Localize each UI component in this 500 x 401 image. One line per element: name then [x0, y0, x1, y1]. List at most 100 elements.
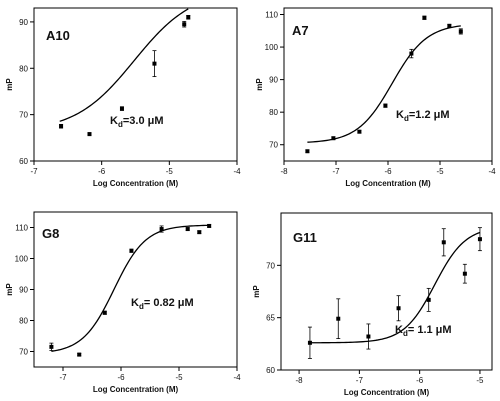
data-point [305, 149, 310, 154]
data-point [336, 316, 341, 321]
kd-value: =3.0 μM [123, 115, 164, 127]
x-tick-label: -4 [233, 373, 241, 382]
x-axis-title: Log Concentration (M) [93, 385, 179, 394]
kd-value: = 1.1 μM [408, 324, 452, 336]
y-tick-label: 60 [19, 157, 28, 166]
kd-value: = 0.82 μM [144, 297, 194, 309]
kd-annotation: Kd= 1.1 μM [395, 324, 452, 338]
x-tick-label: -6 [416, 376, 424, 385]
data-point [197, 230, 202, 235]
kd-subscript: d [139, 302, 144, 311]
x-tick-label: -8 [280, 167, 288, 176]
data-point [185, 227, 190, 232]
data-point [77, 352, 82, 357]
y-tick-label: 70 [19, 111, 28, 120]
y-tick-label: 90 [269, 76, 278, 85]
y-axis-title: mP [252, 285, 261, 298]
x-tick-label: -6 [98, 167, 106, 176]
fit-curve [307, 25, 461, 143]
plot-frame [33, 7, 238, 162]
x-tick-label: -5 [476, 376, 484, 385]
kd-annotation: Kd=3.0 μM [110, 115, 164, 129]
y-tick-label: 80 [269, 108, 278, 117]
fit-curve [51, 224, 210, 352]
data-point [462, 271, 467, 276]
data-point [307, 340, 312, 345]
y-tick-label: 70 [19, 348, 28, 357]
data-point [102, 310, 107, 315]
kd-symbol: K [396, 109, 404, 121]
y-tick-label: 60 [266, 366, 275, 375]
y-axis-title: mP [5, 283, 14, 296]
x-tick-label: -7 [59, 373, 67, 382]
y-tick-label: 70 [266, 261, 275, 270]
plot-frame [280, 212, 493, 371]
x-tick-label: -7 [30, 167, 38, 176]
data-point [477, 237, 482, 242]
data-point [129, 248, 134, 253]
data-point [447, 23, 452, 28]
y-tick-label: 100 [15, 255, 29, 264]
data-point [331, 136, 336, 141]
data-point [182, 22, 187, 27]
kd-annotation: Kd= 0.82 μM [131, 297, 194, 311]
data-point [49, 344, 54, 349]
y-tick-label: 100 [265, 43, 279, 52]
data-point [409, 51, 414, 56]
x-tick-label: -8 [296, 376, 304, 385]
kd-subscript: d [403, 329, 408, 338]
x-axis-title: Log Concentration (M) [345, 179, 431, 188]
data-point [59, 124, 64, 129]
data-point [357, 129, 362, 134]
y-tick-label: 90 [19, 286, 28, 295]
y-axis-title: mP [5, 78, 14, 91]
y-axis-title: mP [255, 78, 264, 91]
x-tick-label: -5 [166, 167, 174, 176]
panel-a7: -8 -7 -6 -5 -4 70 80 90 100 110 Log Concentration … [255, 7, 496, 188]
kd-annotation: Kd=1.2 μM [396, 109, 450, 123]
data-point [186, 15, 191, 20]
x-tick-label: -5 [175, 373, 183, 382]
panel-label: G11 [293, 230, 317, 245]
kd-value: =1.2 μM [409, 109, 450, 121]
x-tick-label: -5 [436, 167, 444, 176]
panel-g11: -8 -7 -6 -5 60 65 70 Log Concentration (M) mP G11… [252, 212, 493, 397]
kd-symbol: K [395, 324, 403, 336]
fit-curve [59, 8, 189, 122]
y-tick-label: 90 [19, 18, 28, 27]
kd-subscript: d [118, 120, 123, 129]
x-tick-label: -7 [332, 167, 340, 176]
y-tick-label: 80 [19, 64, 28, 73]
data-point [426, 297, 431, 302]
y-tick-label: 110 [15, 224, 28, 233]
data-point [422, 15, 427, 20]
x-tick-label: -7 [356, 376, 364, 385]
data-point [383, 103, 388, 108]
fit-curve [309, 231, 481, 344]
x-axis-title: Log Concentration (M) [93, 179, 179, 188]
data-point [152, 61, 157, 66]
x-tick-label: -6 [117, 373, 125, 382]
kd-subscript: d [404, 114, 409, 123]
x-tick-label: -4 [488, 167, 496, 176]
kd-symbol: K [110, 115, 118, 127]
panel-label: A7 [292, 23, 309, 38]
data-point [396, 306, 401, 311]
plot-frame [33, 211, 238, 368]
data-point [87, 132, 92, 137]
x-tick-label: -4 [233, 167, 241, 176]
data-point [458, 29, 463, 34]
y-tick-label: 70 [269, 141, 278, 150]
data-point [441, 240, 446, 245]
data-point [207, 223, 212, 228]
x-tick-label: -6 [384, 167, 392, 176]
y-tick-label: 80 [19, 317, 28, 326]
y-tick-label: 110 [265, 11, 278, 20]
data-point [366, 334, 371, 339]
panel-label: G8 [42, 226, 59, 241]
data-point [159, 227, 164, 232]
data-point [119, 106, 124, 111]
kd-symbol: K [131, 297, 139, 309]
x-axis-title: Log Concentration (M) [344, 388, 430, 397]
